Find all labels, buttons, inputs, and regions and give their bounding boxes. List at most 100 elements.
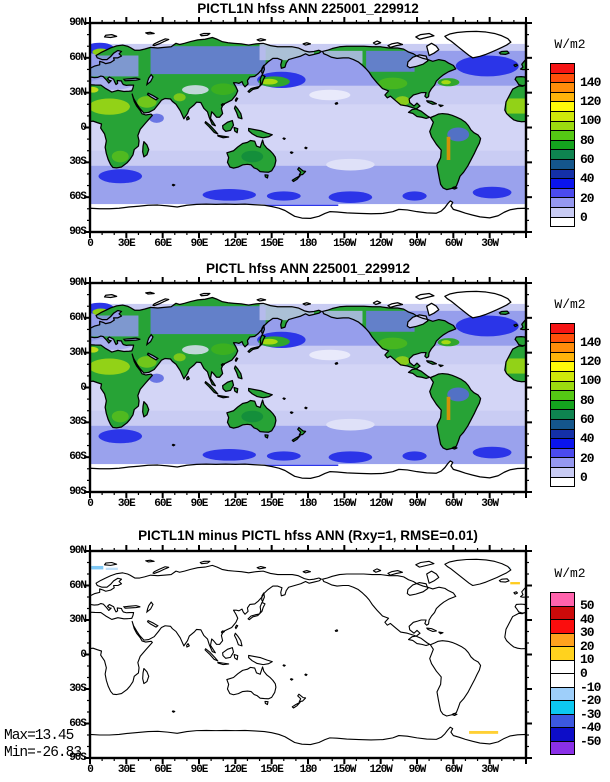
lat-tick-label: 60S: [69, 191, 87, 204]
colorbar-value-label: 30: [580, 625, 595, 641]
colorbar-block: [551, 198, 574, 208]
lon-tick-label: 150W: [333, 764, 356, 776]
colorbar-block: [551, 73, 574, 84]
colorbar-value-label: 0: [580, 209, 588, 225]
lon-tick-label: 90E: [190, 238, 209, 250]
colorbar-value-label: 140: [580, 334, 601, 350]
colorbar-value-label: 140: [580, 74, 601, 90]
panel1-title: PICTL1N hfss ANN 225001_229912: [197, 1, 419, 16]
panel2-title: PICTL hfss ANN 225001_229912: [205, 261, 411, 276]
lon-tick-label: 150E: [260, 498, 283, 510]
colorbar-value-label: 100: [580, 113, 601, 129]
colorbar-block: [551, 371, 574, 382]
colorbar-block: [551, 701, 574, 715]
colorbar-block: [551, 131, 574, 141]
panel2-axes-ticks: [84, 277, 532, 498]
colorbar-block: [551, 687, 574, 701]
lon-tick-label: 30E: [117, 238, 136, 250]
lon-tick-label: 90E: [190, 764, 209, 776]
colorbar-block: [551, 714, 574, 728]
lon-tick-label: 30W: [481, 498, 499, 510]
colorbar-block: [551, 741, 574, 754]
colorbar-value-label: 0: [580, 469, 588, 485]
colorbar-block: [551, 660, 574, 674]
colorbar-block: [551, 439, 574, 449]
colorbar-value-label: -10: [580, 679, 601, 695]
colorbar-block: [551, 217, 574, 227]
colorbar-block: [551, 159, 574, 170]
lat-tick-label: 60N: [69, 579, 87, 592]
colorbar-block: [551, 64, 574, 74]
lon-tick-label: 60W: [444, 764, 463, 776]
lat-tick-label: 90N: [69, 17, 87, 29]
lat-tick-label: 90S: [69, 752, 87, 764]
lat-tick-label: 90S: [69, 226, 87, 238]
colorbar-block: [551, 477, 574, 487]
lon-tick-label: 0: [87, 498, 94, 510]
lon-tick-label: 180: [299, 498, 318, 510]
lat-tick-label: 0: [80, 381, 87, 394]
lat-tick-label: 30S: [69, 683, 87, 695]
colorbar-block: [551, 83, 574, 93]
colorbar-value-label: -50: [580, 733, 601, 749]
colorbar-value-label: 80: [580, 392, 595, 408]
colorbar-value-label: 60: [580, 151, 595, 167]
lon-tick-label: 30E: [117, 498, 136, 510]
panel1-colorbar: [550, 63, 575, 227]
colorbar-block: [551, 593, 574, 607]
lon-tick-label: 60W: [444, 498, 463, 510]
lat-tick-label: 30N: [69, 346, 87, 359]
colorbar-block: [551, 140, 574, 151]
lon-tick-label: 150E: [260, 764, 283, 776]
annotation-max: Max=13.45: [4, 728, 74, 744]
colorbar-block: [551, 410, 574, 420]
colorbar-block: [551, 606, 574, 620]
colorbar-block: [551, 674, 574, 688]
colorbar-value-label: 60: [580, 411, 595, 427]
lon-tick-label: 120W: [369, 498, 392, 510]
lat-tick-label: 90S: [69, 486, 87, 498]
lon-tick-label: 30W: [481, 764, 499, 776]
colorbar-block: [551, 647, 574, 661]
lat-tick-label: 30S: [69, 416, 87, 429]
panel3-title: PICTL1N minus PICTL hfss ANN (Rxy=1, RMS…: [138, 528, 478, 543]
panel2-colorbar-unit: W/m2: [554, 297, 586, 312]
lon-tick-label: 150W: [333, 498, 356, 510]
lon-tick-label: 0: [87, 238, 94, 250]
panel2-map: [90, 283, 526, 492]
lat-tick-label: 90N: [69, 545, 87, 557]
lon-tick-label: 180: [299, 238, 318, 250]
lon-tick-label: 60E: [154, 238, 172, 250]
lat-tick-label: 0: [80, 121, 87, 134]
colorbar-block: [551, 362, 574, 372]
lon-tick-label: 60E: [154, 764, 172, 776]
lat-tick-label: 30S: [69, 156, 87, 169]
colorbar-block: [551, 111, 574, 122]
colorbar-value-label: 40: [580, 611, 595, 627]
lon-tick-label: 120W: [369, 764, 392, 776]
colorbar-value-label: 0: [580, 666, 588, 681]
colorbar-value-label: 20: [580, 450, 595, 466]
lon-tick-label: 0: [87, 764, 94, 776]
colorbar-value-label: 20: [580, 638, 595, 654]
lon-tick-label: 60E: [154, 498, 172, 510]
panel2-colorbar: [550, 323, 575, 487]
panel3-map: [90, 551, 526, 758]
panel3-colorbar: [550, 592, 575, 755]
colorbar-value-label: 40: [580, 431, 595, 447]
colorbar-block: [551, 333, 574, 344]
colorbar-block: [551, 391, 574, 401]
lat-tick-label: 60S: [69, 451, 87, 464]
colorbar-block: [551, 352, 574, 363]
colorbar-value-label: -40: [580, 720, 601, 736]
colorbar-value-label: 120: [580, 354, 601, 370]
lon-tick-label: 120E: [224, 238, 247, 250]
colorbar-block: [551, 121, 574, 132]
colorbar-block: [551, 207, 574, 218]
lat-tick-label: 30N: [69, 86, 87, 99]
colorbar-block: [551, 381, 574, 392]
colorbar-block: [551, 188, 574, 199]
colorbar-block: [551, 620, 574, 634]
colorbar-value-label: -30: [580, 706, 601, 722]
